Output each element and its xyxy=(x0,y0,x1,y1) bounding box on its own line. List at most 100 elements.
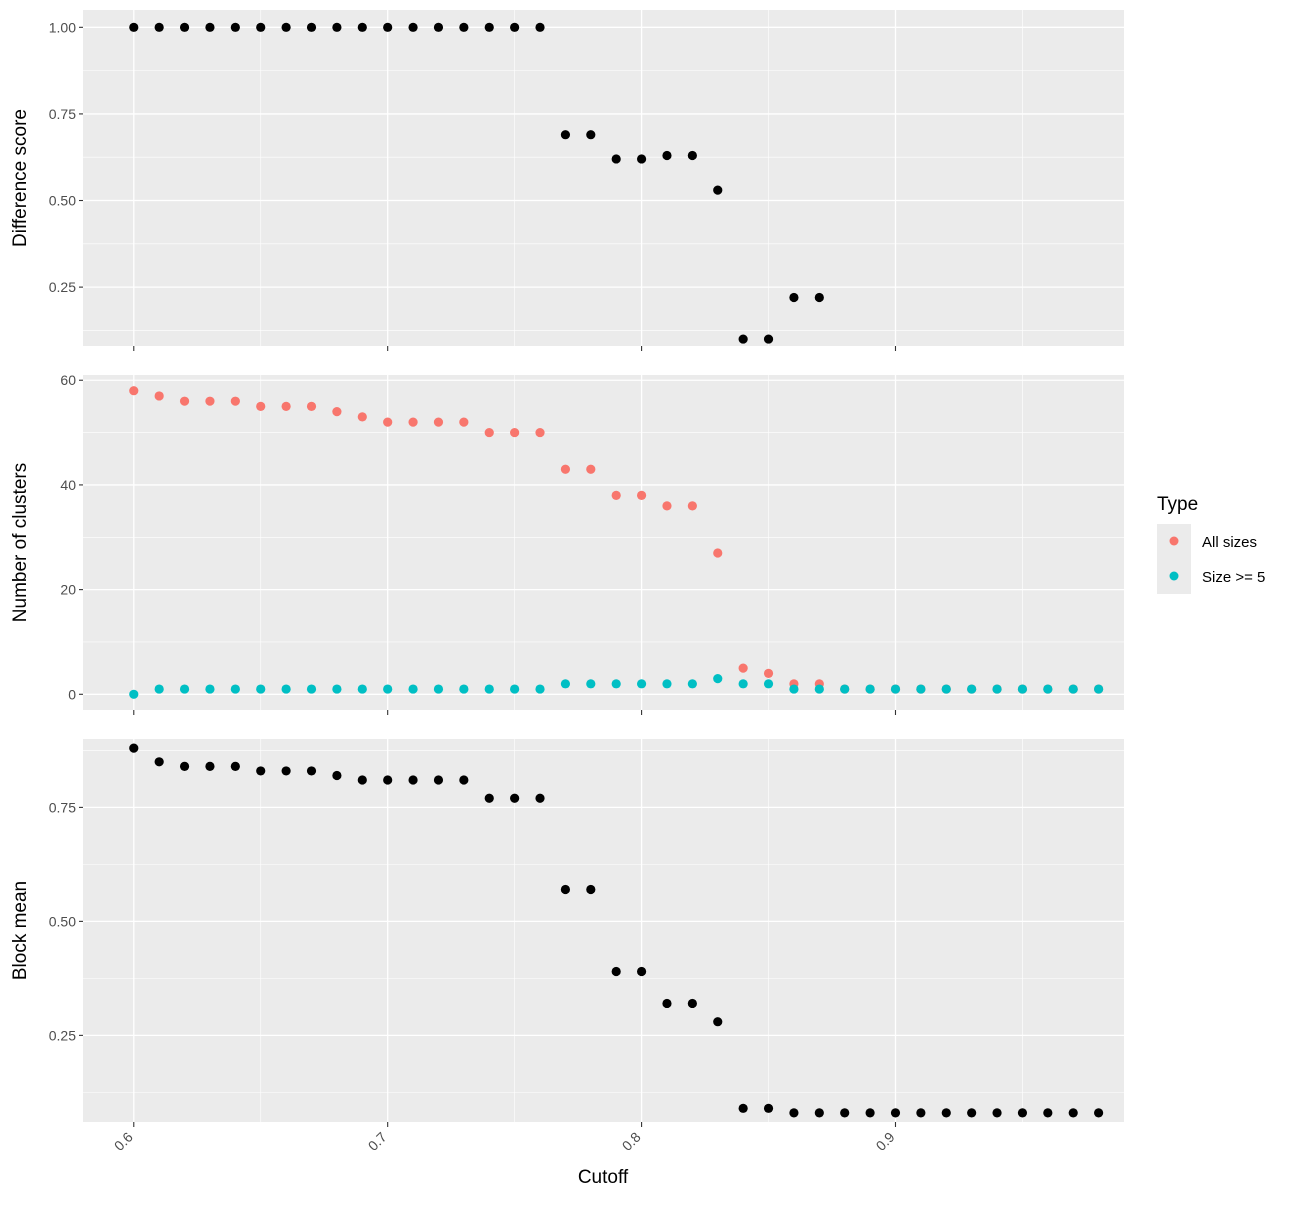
data-point xyxy=(1017,1108,1028,1118)
series-1 xyxy=(129,743,1104,1118)
data-point xyxy=(611,154,621,164)
data-point xyxy=(1043,684,1053,694)
x-tick-label: 0.8 xyxy=(619,1129,644,1154)
legend-key-all-sizes xyxy=(1169,536,1179,546)
data-point xyxy=(814,1108,824,1118)
data-point xyxy=(992,684,1002,694)
data-point xyxy=(662,150,672,161)
data-point xyxy=(763,679,774,689)
y-tick-label: 20 xyxy=(60,582,76,598)
x-tick-label: 0.6 xyxy=(111,1129,136,1154)
data-point xyxy=(179,396,190,406)
data-point xyxy=(687,150,697,161)
data-point xyxy=(357,412,367,422)
data-point xyxy=(179,22,190,32)
data-point xyxy=(636,154,647,164)
panel-background xyxy=(83,739,1124,1122)
data-point xyxy=(1017,684,1028,694)
series-1 xyxy=(129,22,824,344)
y-tick-label: 0.50 xyxy=(49,193,76,209)
data-point xyxy=(586,679,596,689)
data-point xyxy=(611,679,621,689)
data-point xyxy=(687,501,697,511)
legend-label-size-5: Size >= 5 xyxy=(1202,569,1265,586)
data-point xyxy=(636,679,647,689)
data-point xyxy=(433,684,444,694)
data-point xyxy=(586,884,596,895)
data-point xyxy=(510,22,520,32)
data-point xyxy=(357,684,367,694)
data-point xyxy=(230,761,240,771)
data-point xyxy=(713,1017,723,1027)
y-tick-label: 1.00 xyxy=(49,19,76,35)
y-tick-label: 0.50 xyxy=(49,913,76,929)
data-point xyxy=(179,761,190,771)
data-point xyxy=(306,401,317,412)
data-point xyxy=(865,684,875,694)
data-point xyxy=(662,501,672,511)
data-point xyxy=(256,766,266,776)
y-tick-label: 0.75 xyxy=(49,799,76,815)
data-point xyxy=(433,22,444,32)
data-point xyxy=(281,684,291,694)
data-point xyxy=(154,22,164,32)
data-point xyxy=(992,1108,1002,1118)
panel-2: 0 20 40 60 Number of clusters xyxy=(10,372,1124,715)
data-point xyxy=(332,407,342,417)
data-point xyxy=(814,292,824,303)
data-point xyxy=(459,775,469,785)
data-point xyxy=(560,679,571,689)
legend: Type All sizes Size >= 5 xyxy=(1157,494,1265,594)
data-point xyxy=(383,22,393,32)
data-point xyxy=(840,684,850,694)
data-point xyxy=(586,130,596,140)
data-point xyxy=(459,417,469,427)
data-point xyxy=(129,386,139,396)
data-point xyxy=(281,766,291,776)
x-tick-label: 0.9 xyxy=(873,1129,898,1154)
y-tick-label: 0.25 xyxy=(49,279,76,295)
panel-background xyxy=(83,10,1124,346)
data-point xyxy=(484,22,494,32)
data-point xyxy=(484,427,494,438)
data-point xyxy=(510,684,520,694)
data-point xyxy=(230,396,240,406)
data-point xyxy=(611,966,621,977)
data-point xyxy=(332,684,342,694)
data-point xyxy=(459,22,469,32)
data-point xyxy=(713,548,723,558)
data-point xyxy=(306,22,317,32)
y-tick-label: 0.75 xyxy=(49,106,76,122)
data-point xyxy=(1094,684,1104,694)
data-point xyxy=(763,668,774,678)
data-point xyxy=(408,775,418,785)
data-point xyxy=(916,684,926,694)
data-point xyxy=(205,22,215,32)
data-point xyxy=(738,663,748,673)
data-point xyxy=(890,684,901,694)
data-point xyxy=(510,793,520,803)
data-point xyxy=(205,396,215,406)
panel-3: 0.25 0.50 0.75 Block mean xyxy=(10,739,1124,1127)
x-tick-label: 0.7 xyxy=(365,1129,390,1154)
data-point xyxy=(357,775,367,785)
panel-1: 0.25 0.50 0.75 1.00 Difference score xyxy=(10,10,1124,351)
data-point xyxy=(890,1108,901,1118)
data-point xyxy=(789,292,799,303)
data-point xyxy=(256,401,266,412)
data-point xyxy=(662,679,672,689)
data-point xyxy=(916,1108,926,1118)
data-point xyxy=(129,22,139,32)
data-point xyxy=(865,1108,875,1118)
legend-title: Type xyxy=(1157,494,1198,515)
data-point xyxy=(484,684,494,694)
data-point xyxy=(560,130,571,140)
data-point xyxy=(383,775,393,785)
data-point xyxy=(941,1108,951,1118)
data-point xyxy=(306,684,317,694)
data-point xyxy=(763,1103,774,1113)
data-point xyxy=(154,391,164,401)
data-point xyxy=(179,684,190,694)
